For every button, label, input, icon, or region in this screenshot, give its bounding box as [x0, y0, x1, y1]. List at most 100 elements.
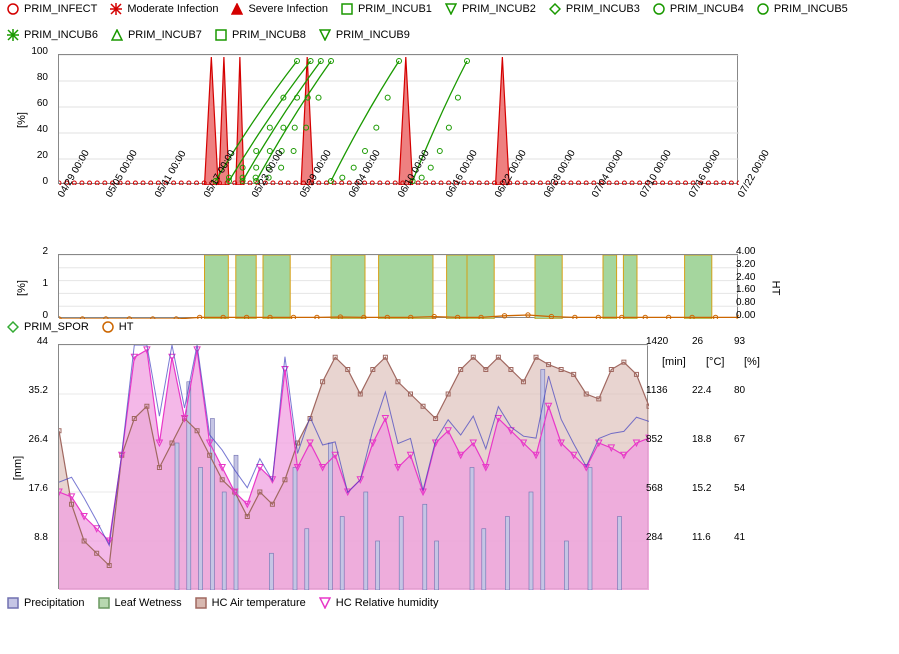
legend-label: PRIM_INCUB5 [774, 3, 848, 15]
legend-label: Moderate Infection [127, 3, 218, 15]
ytick: 1136 [646, 385, 668, 396]
legend-item-prim_incub8: PRIM_INCUB8 [214, 28, 306, 42]
ytick: 852 [646, 434, 663, 445]
panel3-yticks-r2: 4154678093 [732, 342, 760, 587]
legend-label: PRIM_INCUB3 [566, 3, 640, 15]
panel3-yticks-l: 8.817.626.435.244 [0, 342, 50, 587]
panel2-yticks-r: 0.000.801.602.403.204.00 [734, 252, 774, 316]
ytick: 0.80 [736, 297, 755, 308]
ytick: 93 [734, 336, 745, 347]
panel1-infection: PRIM_INFECT Moderate Infection Severe Infe… [0, 0, 899, 214]
legend-label: PRIM_INCUB8 [232, 29, 306, 41]
ytick: 3.20 [736, 259, 755, 270]
legend-label: PRIM_INCUB2 [462, 3, 536, 15]
legend-marker [6, 596, 20, 610]
legend-item-prim_incub5: PRIM_INCUB5 [756, 2, 848, 16]
legend-marker [444, 2, 458, 16]
legend-label: PRIM_INCUB9 [336, 29, 410, 41]
ytick: 2 [0, 246, 48, 257]
legend-marker [230, 2, 244, 16]
panel3-legend: Precipitation Leaf Wetness HC Air temperat… [0, 594, 899, 612]
panel3-yticks-r0: 28456885211361420 [644, 342, 680, 587]
legend-item-prim_incub3: PRIM_INCUB3 [548, 2, 640, 16]
ytick: 60 [0, 98, 48, 109]
ytick: 1 [0, 278, 48, 289]
panel2-spor: [%] 012 0.000.801.602.403.204.00 HT PRIM… [0, 252, 899, 336]
legend-marker [109, 2, 123, 16]
ytick: 35.2 [0, 385, 48, 396]
ytick: 17.6 [0, 483, 48, 494]
panel3-yticks-r1: 11.615.218.822.426 [690, 342, 724, 587]
ytick: 8.8 [0, 532, 48, 543]
legend-item-moderate-infection: Moderate Infection [109, 2, 218, 16]
ytick: 40 [0, 124, 48, 135]
ytick: 1.60 [736, 284, 755, 295]
panel2-yticks-l: 012 [0, 252, 50, 316]
legend-marker [194, 596, 208, 610]
legend-label: Leaf Wetness [115, 597, 182, 609]
ytick: 67 [734, 434, 745, 445]
panel3-yaxis-r0-label: [min] [662, 356, 686, 368]
ytick: 20 [0, 150, 48, 161]
legend-item-ht: HT [101, 320, 134, 334]
legend-item-prim_incub1: PRIM_INCUB1 [340, 2, 432, 16]
legend-label: HC Relative humidity [336, 597, 439, 609]
ytick: 284 [646, 532, 663, 543]
ytick: 80 [0, 72, 48, 83]
legend-item-prim_incub4: PRIM_INCUB4 [652, 2, 744, 16]
ytick: 2.40 [736, 272, 755, 283]
ytick: 26 [692, 336, 703, 347]
panel1-plot [58, 54, 738, 184]
ytick: 44 [0, 336, 48, 347]
legend-item-prim_incub9: PRIM_INCUB9 [318, 28, 410, 42]
legend-item-prim_incub2: PRIM_INCUB2 [444, 2, 536, 16]
legend-marker [214, 28, 228, 42]
panel2-plot [58, 254, 738, 318]
ytick: 4.00 [736, 246, 755, 257]
ytick: 80 [734, 385, 745, 396]
legend-label: Severe Infection [248, 3, 328, 15]
ytick: 11.6 [692, 532, 711, 543]
panel3-yaxis-r2-label: [%] [744, 356, 760, 368]
panel3-weather: [mm] 8.817.626.435.244 28456885211361420… [0, 342, 899, 612]
legend-label: PRIM_INCUB7 [128, 29, 202, 41]
legend-item-leaf-wetness: Leaf Wetness [97, 596, 182, 610]
panel2-legend: PRIM_SPOR HT [0, 318, 899, 336]
xtick: 07/22 00:00 [736, 148, 772, 199]
legend-label: PRIM_INCUB4 [670, 3, 744, 15]
legend-item-prim_incub7: PRIM_INCUB7 [110, 28, 202, 42]
panel1-legend: PRIM_INFECT Moderate Infection Severe Infe… [0, 0, 899, 44]
ytick: 0 [0, 310, 48, 321]
legend-marker [318, 596, 332, 610]
legend-item-severe-infection: Severe Infection [230, 2, 328, 16]
legend-marker [318, 28, 332, 42]
legend-item-hc-air-temperature: HC Air temperature [194, 596, 306, 610]
legend-marker [97, 596, 111, 610]
legend-marker [110, 28, 124, 42]
ytick: 1420 [646, 336, 668, 347]
legend-marker [6, 2, 20, 16]
ytick: 18.8 [692, 434, 711, 445]
legend-marker [101, 320, 115, 334]
legend-label: Precipitation [24, 597, 85, 609]
ytick: 41 [734, 532, 745, 543]
legend-label: PRIM_INCUB1 [358, 3, 432, 15]
ytick: 22.4 [692, 385, 711, 396]
legend-item-prim_incub6: PRIM_INCUB6 [6, 28, 98, 42]
legend-marker [652, 2, 666, 16]
ytick: 0 [0, 176, 48, 187]
ytick: 15.2 [692, 483, 711, 494]
panel1-xticks: 04/29 00:0005/05 00:0005/11 00:0005/17 0… [52, 186, 732, 214]
legend-label: PRIM_INFECT [24, 3, 97, 15]
legend-marker [6, 28, 20, 42]
legend-marker [756, 2, 770, 16]
legend-marker [6, 320, 20, 334]
panel3-plot [58, 344, 648, 589]
legend-label: HC Air temperature [212, 597, 306, 609]
panel1-yticks: 020406080100 [0, 52, 50, 182]
ytick: 54 [734, 483, 745, 494]
legend-item-prim_spor: PRIM_SPOR [6, 320, 89, 334]
legend-marker [548, 2, 562, 16]
panel2-ylabel-r: HT [769, 281, 781, 296]
panel3-yaxis-r1-label: [°C] [706, 356, 724, 368]
